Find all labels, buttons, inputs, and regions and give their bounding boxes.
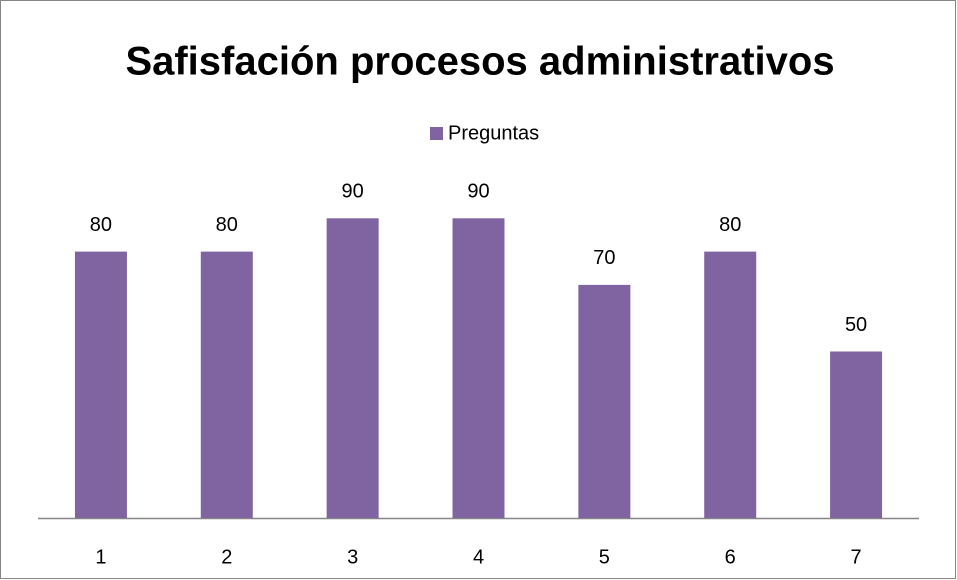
data-label: 90 — [342, 181, 364, 203]
x-tick-label: 5 — [599, 546, 610, 568]
bar — [704, 251, 757, 518]
legend-swatch — [430, 127, 443, 140]
bar — [452, 218, 505, 519]
data-label: 50 — [845, 314, 867, 336]
data-label: 90 — [467, 181, 489, 203]
x-tick-label: 3 — [347, 546, 358, 568]
chart-title: Safisfación procesos administrativos — [125, 40, 834, 84]
x-tick-label: 7 — [851, 546, 862, 568]
bar — [200, 251, 253, 518]
data-label: 80 — [90, 214, 112, 236]
legend-label: Preguntas — [448, 122, 539, 144]
x-tick-label: 1 — [95, 546, 106, 568]
x-tick-label: 4 — [473, 546, 484, 568]
bar — [74, 251, 127, 518]
bar — [326, 218, 379, 519]
data-label: 80 — [216, 214, 238, 236]
bar — [578, 284, 631, 518]
data-label: 70 — [593, 247, 615, 269]
bar — [830, 351, 883, 518]
data-label: 80 — [719, 214, 741, 236]
x-tick-label: 6 — [725, 546, 736, 568]
x-tick-label: 2 — [221, 546, 232, 568]
